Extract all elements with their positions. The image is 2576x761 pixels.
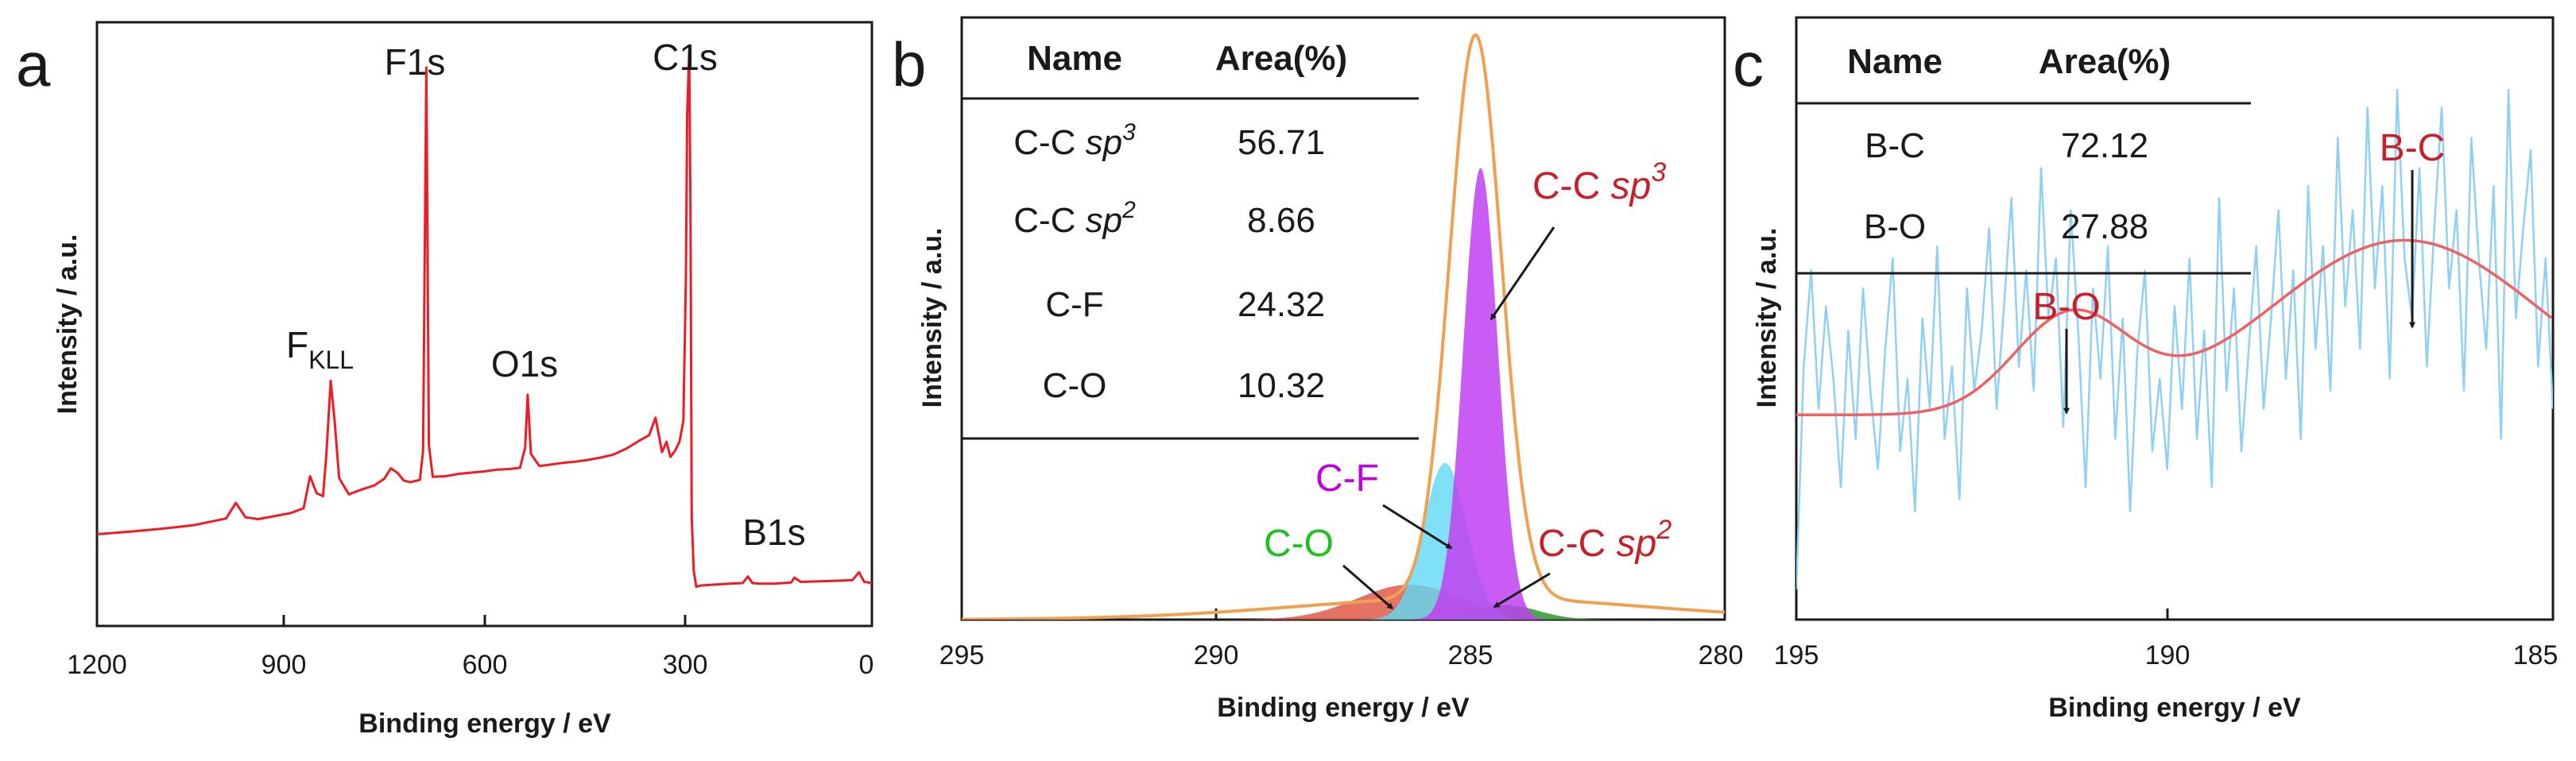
panel-letter-a: a	[16, 29, 51, 99]
arrow-ccsp3	[1489, 226, 1555, 321]
arrow-co	[1342, 564, 1394, 610]
table-b-row-area: 8.66	[1247, 201, 1315, 240]
plot-frame-c	[1795, 16, 2555, 621]
table-b-row-area: 10.32	[1238, 366, 1325, 405]
table-b-row-name-main: C-C	[1013, 123, 1085, 162]
table-c-header-area: Area(%)	[2039, 42, 2171, 81]
peak-label-bo: B-O	[2032, 286, 2100, 328]
c1s-components	[962, 33, 1725, 620]
ylabel-a: Intensity / a.u.	[52, 234, 83, 415]
table-b-row-name: C-C sp2	[1013, 197, 1136, 240]
survey-spectrum-line	[97, 49, 872, 589]
table-b-row-area: 24.32	[1238, 285, 1325, 324]
xticks-c: 195 190 185	[1774, 608, 2559, 670]
c1s-component-co	[962, 585, 1725, 620]
table-b: Name Area(%) C-C sp3 56.71 C-C sp2 8.66 …	[962, 39, 1419, 440]
peak-label-o1s: O1s	[491, 343, 558, 384]
peak-label-fkll-sub: KLL	[308, 346, 354, 374]
xticks-a: 1200 900 600 300 0	[67, 615, 874, 680]
xtick-label-a-0: 0	[859, 650, 874, 680]
ylabel-b: Intensity / a.u.	[917, 228, 947, 408]
peak-label-fkll: FKLL	[286, 324, 354, 374]
table-c-row-area: 72.12	[2061, 126, 2148, 165]
panel-letter-c: c	[1733, 29, 1764, 99]
peak-label-f1s: F1s	[385, 41, 446, 83]
xticks-b: 295 290 285 280	[939, 608, 1744, 670]
peak-label-b1s: B1s	[742, 512, 805, 553]
component-label-cf: C-F	[1315, 458, 1379, 500]
table-c-header-name: Name	[1847, 42, 1943, 81]
b1s-fit-line	[1796, 238, 2553, 417]
xtick-label-a-300: 300	[663, 650, 708, 680]
xtick-label-b-290: 290	[1194, 640, 1239, 670]
panel-c: c Intensity / a.u. Binding energy / eV 1…	[1733, 16, 2559, 723]
c1s-envelope-line	[962, 33, 1725, 620]
arrow-ccsp2	[1493, 572, 1551, 608]
component-label-ccsp3-sup: 3	[1651, 157, 1666, 187]
xlabel-c: Binding energy / eV	[2048, 693, 2301, 723]
component-label-co: C-O	[1264, 523, 1334, 565]
arrow-cf	[1382, 504, 1453, 550]
table-c-row-area: 27.88	[2061, 207, 2148, 246]
component-label-ccsp2-orbital: sp	[1617, 523, 1657, 565]
table-c-row-name: B-O	[1864, 207, 1926, 246]
xtick-label-a-1200: 1200	[67, 650, 127, 680]
xtick-label-b-295: 295	[939, 640, 985, 670]
xtick-label-a-600: 600	[463, 650, 508, 680]
xlabel-a: Binding energy / eV	[358, 709, 611, 739]
component-label-ccsp2-sup: 2	[1656, 515, 1671, 545]
b1s-lines	[1796, 88, 2553, 590]
peak-label-bc: B-C	[2380, 127, 2446, 169]
component-label-ccsp2-text: C-C	[1538, 523, 1617, 565]
table-c-row-name: B-C	[1865, 126, 1925, 165]
table-c: Name Area(%) B-C 72.12 B-O 27.88	[1796, 42, 2251, 275]
table-b-header-name: Name	[1027, 39, 1122, 78]
component-label-ccsp3: C-C sp3	[1532, 157, 1666, 207]
xtick-label-c-190: 190	[2145, 640, 2191, 670]
table-b-row-name-sup: 2	[1121, 197, 1136, 223]
ylabel-c: Intensity / a.u.	[1752, 228, 1782, 408]
panel-b: b Intensity / a.u. Binding energy / eV 2…	[892, 16, 1744, 723]
peak-label-c1s: C1s	[653, 37, 718, 78]
table-b-row-name-orbital: sp	[1086, 123, 1122, 162]
xtick-label-c-185: 185	[2513, 640, 2559, 670]
xtick-label-b-280: 280	[1699, 640, 1744, 670]
panel-a: a Intensity / a.u. Binding energy / eV 1…	[16, 21, 874, 739]
table-b-row-name-sup: 3	[1122, 119, 1136, 145]
xtick-label-b-285: 285	[1448, 640, 1493, 670]
table-b-row-name: C-O	[1043, 366, 1107, 405]
peak-label-fkll-main: F	[286, 324, 308, 365]
xlabel-b: Binding energy / eV	[1217, 693, 1470, 723]
xtick-label-c-195: 195	[1774, 640, 1819, 670]
component-label-ccsp2: C-C sp2	[1538, 515, 1671, 565]
table-b-row-name-main: C-C	[1013, 201, 1085, 240]
table-b-row-name-orbital: sp	[1086, 201, 1122, 240]
table-b-row-area: 56.71	[1238, 123, 1325, 162]
table-b-row-name: C-C sp3	[1013, 119, 1136, 162]
component-label-ccsp3-text: C-C	[1532, 165, 1611, 207]
table-b-row-name: C-F	[1045, 285, 1103, 324]
table-b-header-area: Area(%)	[1215, 39, 1347, 78]
b1s-raw-data-line	[1796, 88, 2553, 590]
xtick-label-a-900: 900	[261, 650, 307, 680]
panel-letter-b: b	[892, 29, 926, 99]
component-label-ccsp3-orbital: sp	[1611, 165, 1652, 207]
